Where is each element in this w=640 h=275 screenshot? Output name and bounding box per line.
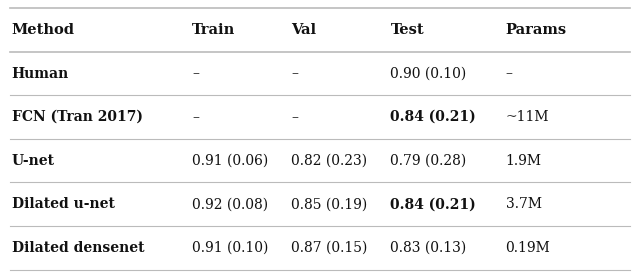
Text: –: – bbox=[291, 67, 298, 81]
Text: 0.84 (0.21): 0.84 (0.21) bbox=[390, 197, 476, 211]
Text: 0.84 (0.21): 0.84 (0.21) bbox=[390, 110, 476, 124]
Text: 3.7M: 3.7M bbox=[506, 197, 541, 211]
Text: Test: Test bbox=[390, 23, 424, 37]
Text: Method: Method bbox=[12, 23, 74, 37]
Text: –: – bbox=[192, 67, 199, 81]
Text: 0.85 (0.19): 0.85 (0.19) bbox=[291, 197, 367, 211]
Text: 0.91 (0.06): 0.91 (0.06) bbox=[192, 154, 268, 168]
Text: –: – bbox=[291, 110, 298, 124]
Text: FCN (Tran 2017): FCN (Tran 2017) bbox=[12, 110, 143, 124]
Text: Params: Params bbox=[506, 23, 567, 37]
Text: Val: Val bbox=[291, 23, 316, 37]
Text: –: – bbox=[506, 67, 513, 81]
Text: U-net: U-net bbox=[12, 154, 54, 168]
Text: Dilated u-net: Dilated u-net bbox=[12, 197, 115, 211]
Text: Dilated densenet: Dilated densenet bbox=[12, 241, 144, 255]
Text: 0.90 (0.10): 0.90 (0.10) bbox=[390, 67, 467, 81]
Text: 1.9M: 1.9M bbox=[506, 154, 541, 168]
Text: 0.87 (0.15): 0.87 (0.15) bbox=[291, 241, 367, 255]
Text: 0.83 (0.13): 0.83 (0.13) bbox=[390, 241, 467, 255]
Text: –: – bbox=[192, 110, 199, 124]
Text: 0.79 (0.28): 0.79 (0.28) bbox=[390, 154, 467, 168]
Text: 0.92 (0.08): 0.92 (0.08) bbox=[192, 197, 268, 211]
Text: 0.91 (0.10): 0.91 (0.10) bbox=[192, 241, 268, 255]
Text: Train: Train bbox=[192, 23, 236, 37]
Text: 0.82 (0.23): 0.82 (0.23) bbox=[291, 154, 367, 168]
Text: 0.19M: 0.19M bbox=[506, 241, 550, 255]
Text: ~11M: ~11M bbox=[506, 110, 549, 124]
Text: Human: Human bbox=[12, 67, 68, 81]
